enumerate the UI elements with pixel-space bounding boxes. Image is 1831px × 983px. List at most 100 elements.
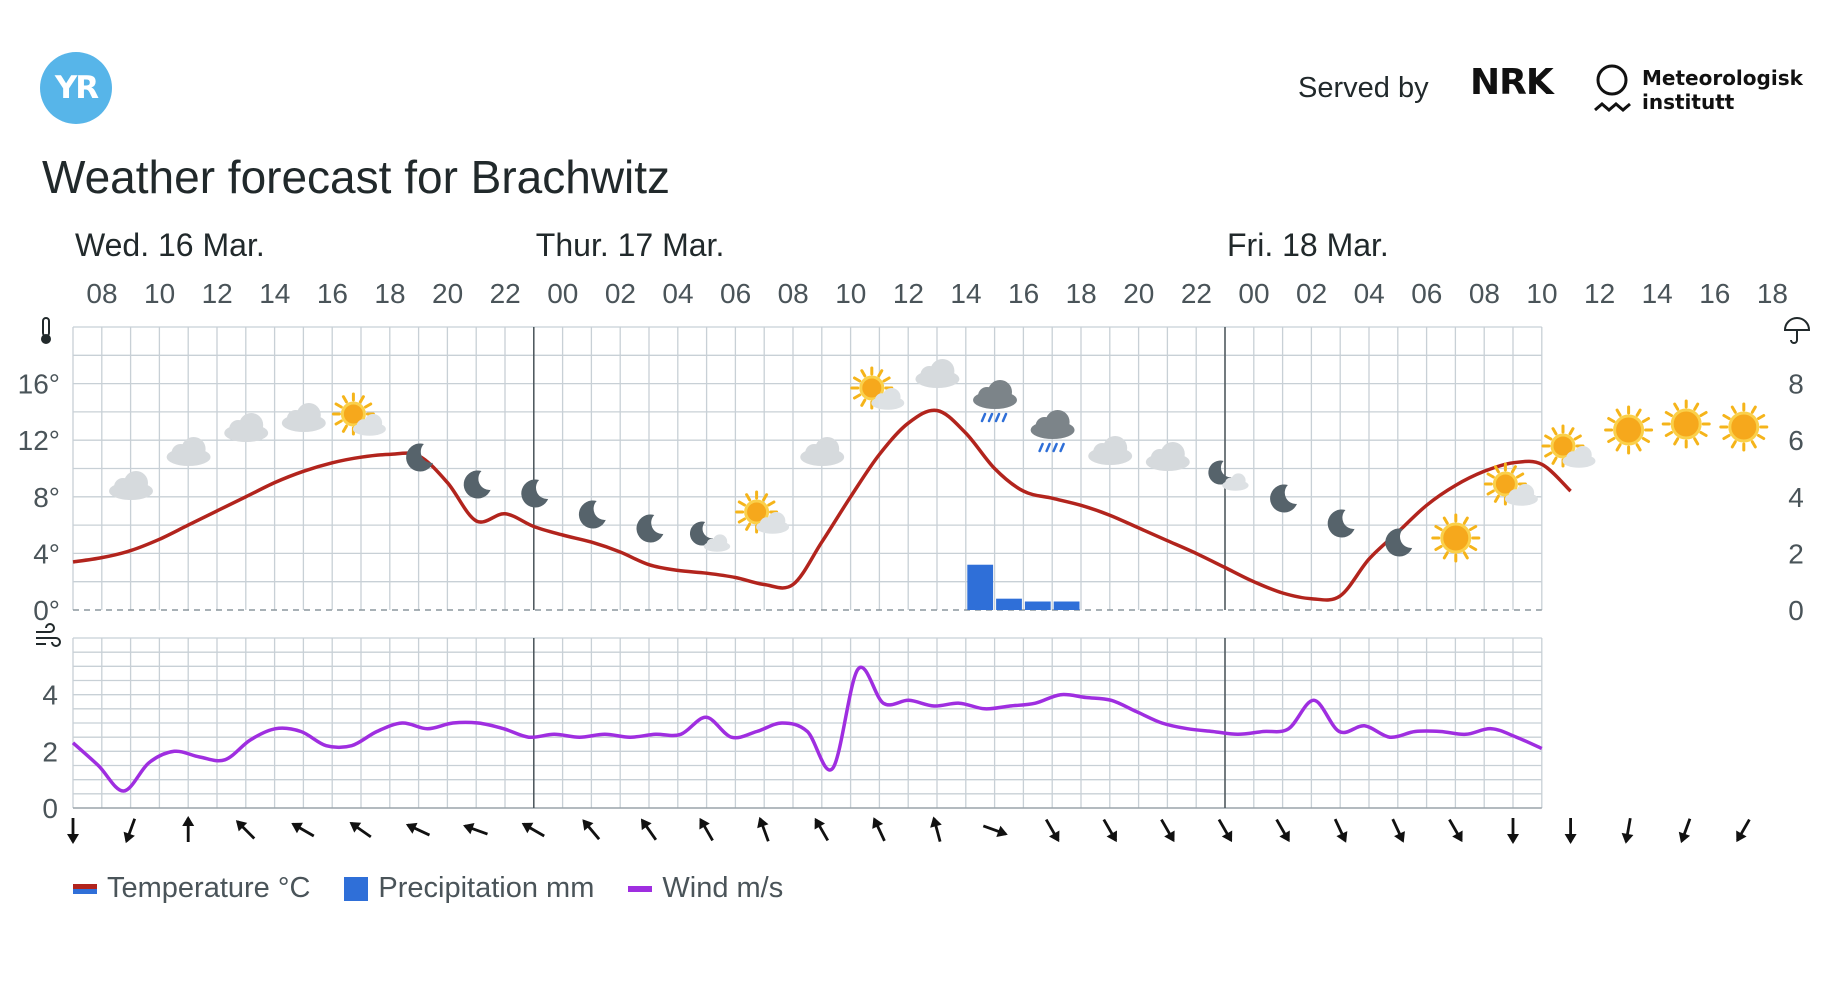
x-tick-label: 12 [1584,278,1615,309]
temperature-point [504,512,507,515]
wind-arrow-head [1336,831,1348,843]
legend-temperature-swatch [73,883,97,894]
wind-point [223,758,226,761]
cloud-shape [800,437,845,466]
wind-arrow-icon [757,816,770,842]
temperature-point [849,495,852,498]
wind-point [705,716,708,719]
temperature-point [1137,526,1140,529]
sun-ray [1551,456,1558,465]
moon-shape [1327,509,1355,538]
sun-ray [852,393,862,400]
sun-ray [1757,414,1766,420]
temperature-point [244,495,247,498]
sun-ray [334,419,343,426]
precip-tick-label: 2 [1788,538,1804,569]
cloud-part [815,437,840,461]
wind-arrow-icon [582,819,601,841]
weather-cloud-icon [915,359,960,388]
temperature-point [1512,461,1515,464]
wind-point [502,727,505,730]
wind-arrow-head [872,817,884,829]
weather-sun-cloud-icon [735,490,790,534]
cloud-part [930,359,955,383]
met-institute-logo[interactable]: Meteorologisk institutt [1642,66,1803,114]
cloud-shape [109,471,153,500]
sun-ray [334,402,343,409]
nrk-logo[interactable]: NRK [1470,62,1554,103]
sun-ray [1722,434,1731,440]
cloud-shape [915,359,960,388]
sun-ray [1673,402,1680,411]
yr-logo[interactable]: YR [40,52,112,124]
wind-arrow-icon [1448,818,1463,843]
wind-arrow-icon [123,818,137,844]
cloud-part [1045,410,1070,434]
wind-arrow-head [463,822,475,835]
cloud-shape [1030,410,1075,439]
wind-point [1464,733,1467,736]
wind-point [1211,730,1214,733]
temperature-point [216,509,219,512]
umbrella-handle [1790,330,1798,344]
wind-point [350,744,353,747]
temp-tick-label: 8° [33,482,60,513]
wind-point [679,733,682,736]
wind-arrow-head [1507,834,1519,844]
temp-tick-label: 0° [33,595,60,626]
sun-ray [737,517,746,524]
sun-ray [1493,494,1500,503]
sun-ray [1730,405,1737,414]
cloud-part [712,534,728,549]
sun-ray [1699,431,1708,437]
weather-cloud-icon [1145,442,1190,471]
temp-tick-label: 4° [33,538,60,569]
sun-shape [1483,462,1527,506]
sun-disc [744,499,770,525]
day-label: Thur. 17 Mar. [536,227,725,263]
sun-ray [1462,551,1469,560]
x-tick-label: 06 [1411,278,1442,309]
sun-disc [1728,411,1760,443]
wind-point [1540,747,1543,750]
sun-ray [1607,417,1616,423]
rain-drop [1059,442,1065,453]
umbrella-canopy [1783,317,1811,331]
sun-ray [1635,443,1642,452]
wind-arrow-head [1049,830,1060,843]
cloud-shape [166,437,211,466]
wind-point [1363,724,1366,727]
temperature-point [1425,504,1428,507]
wind-point [1236,733,1239,736]
temperature-point [964,432,967,435]
wind-arrow-head [1394,831,1405,843]
cloud-part [767,512,786,530]
wind-point [173,750,176,753]
moon-crescent [406,443,433,472]
wind-gust [36,623,55,633]
wind-point [1008,705,1011,708]
sun-ray [762,493,769,502]
temperature-point [993,467,996,470]
sun-disc [859,375,885,401]
wind-arrow-head [1452,830,1463,843]
x-tick-label: 10 [835,278,866,309]
wind-point [781,722,784,725]
wind-arrow-icon [1160,818,1175,843]
weather-cloud-icon [224,413,269,442]
wind-point [1034,702,1037,705]
chart-grid [72,326,1543,809]
wind-arrow-icon [67,818,79,844]
wind-point [629,736,632,739]
wind-point [730,736,733,739]
x-tick-label: 10 [1526,278,1557,309]
temperature-point [676,569,679,572]
wind-point [1262,730,1265,733]
sun-shape [1719,402,1769,452]
sun-ray [1510,465,1517,474]
temperature-point [1540,463,1543,466]
temperature-point [907,422,910,425]
temperature-point [388,453,391,456]
weather-sun-icon [1719,402,1769,452]
sun-shape [1661,399,1711,449]
